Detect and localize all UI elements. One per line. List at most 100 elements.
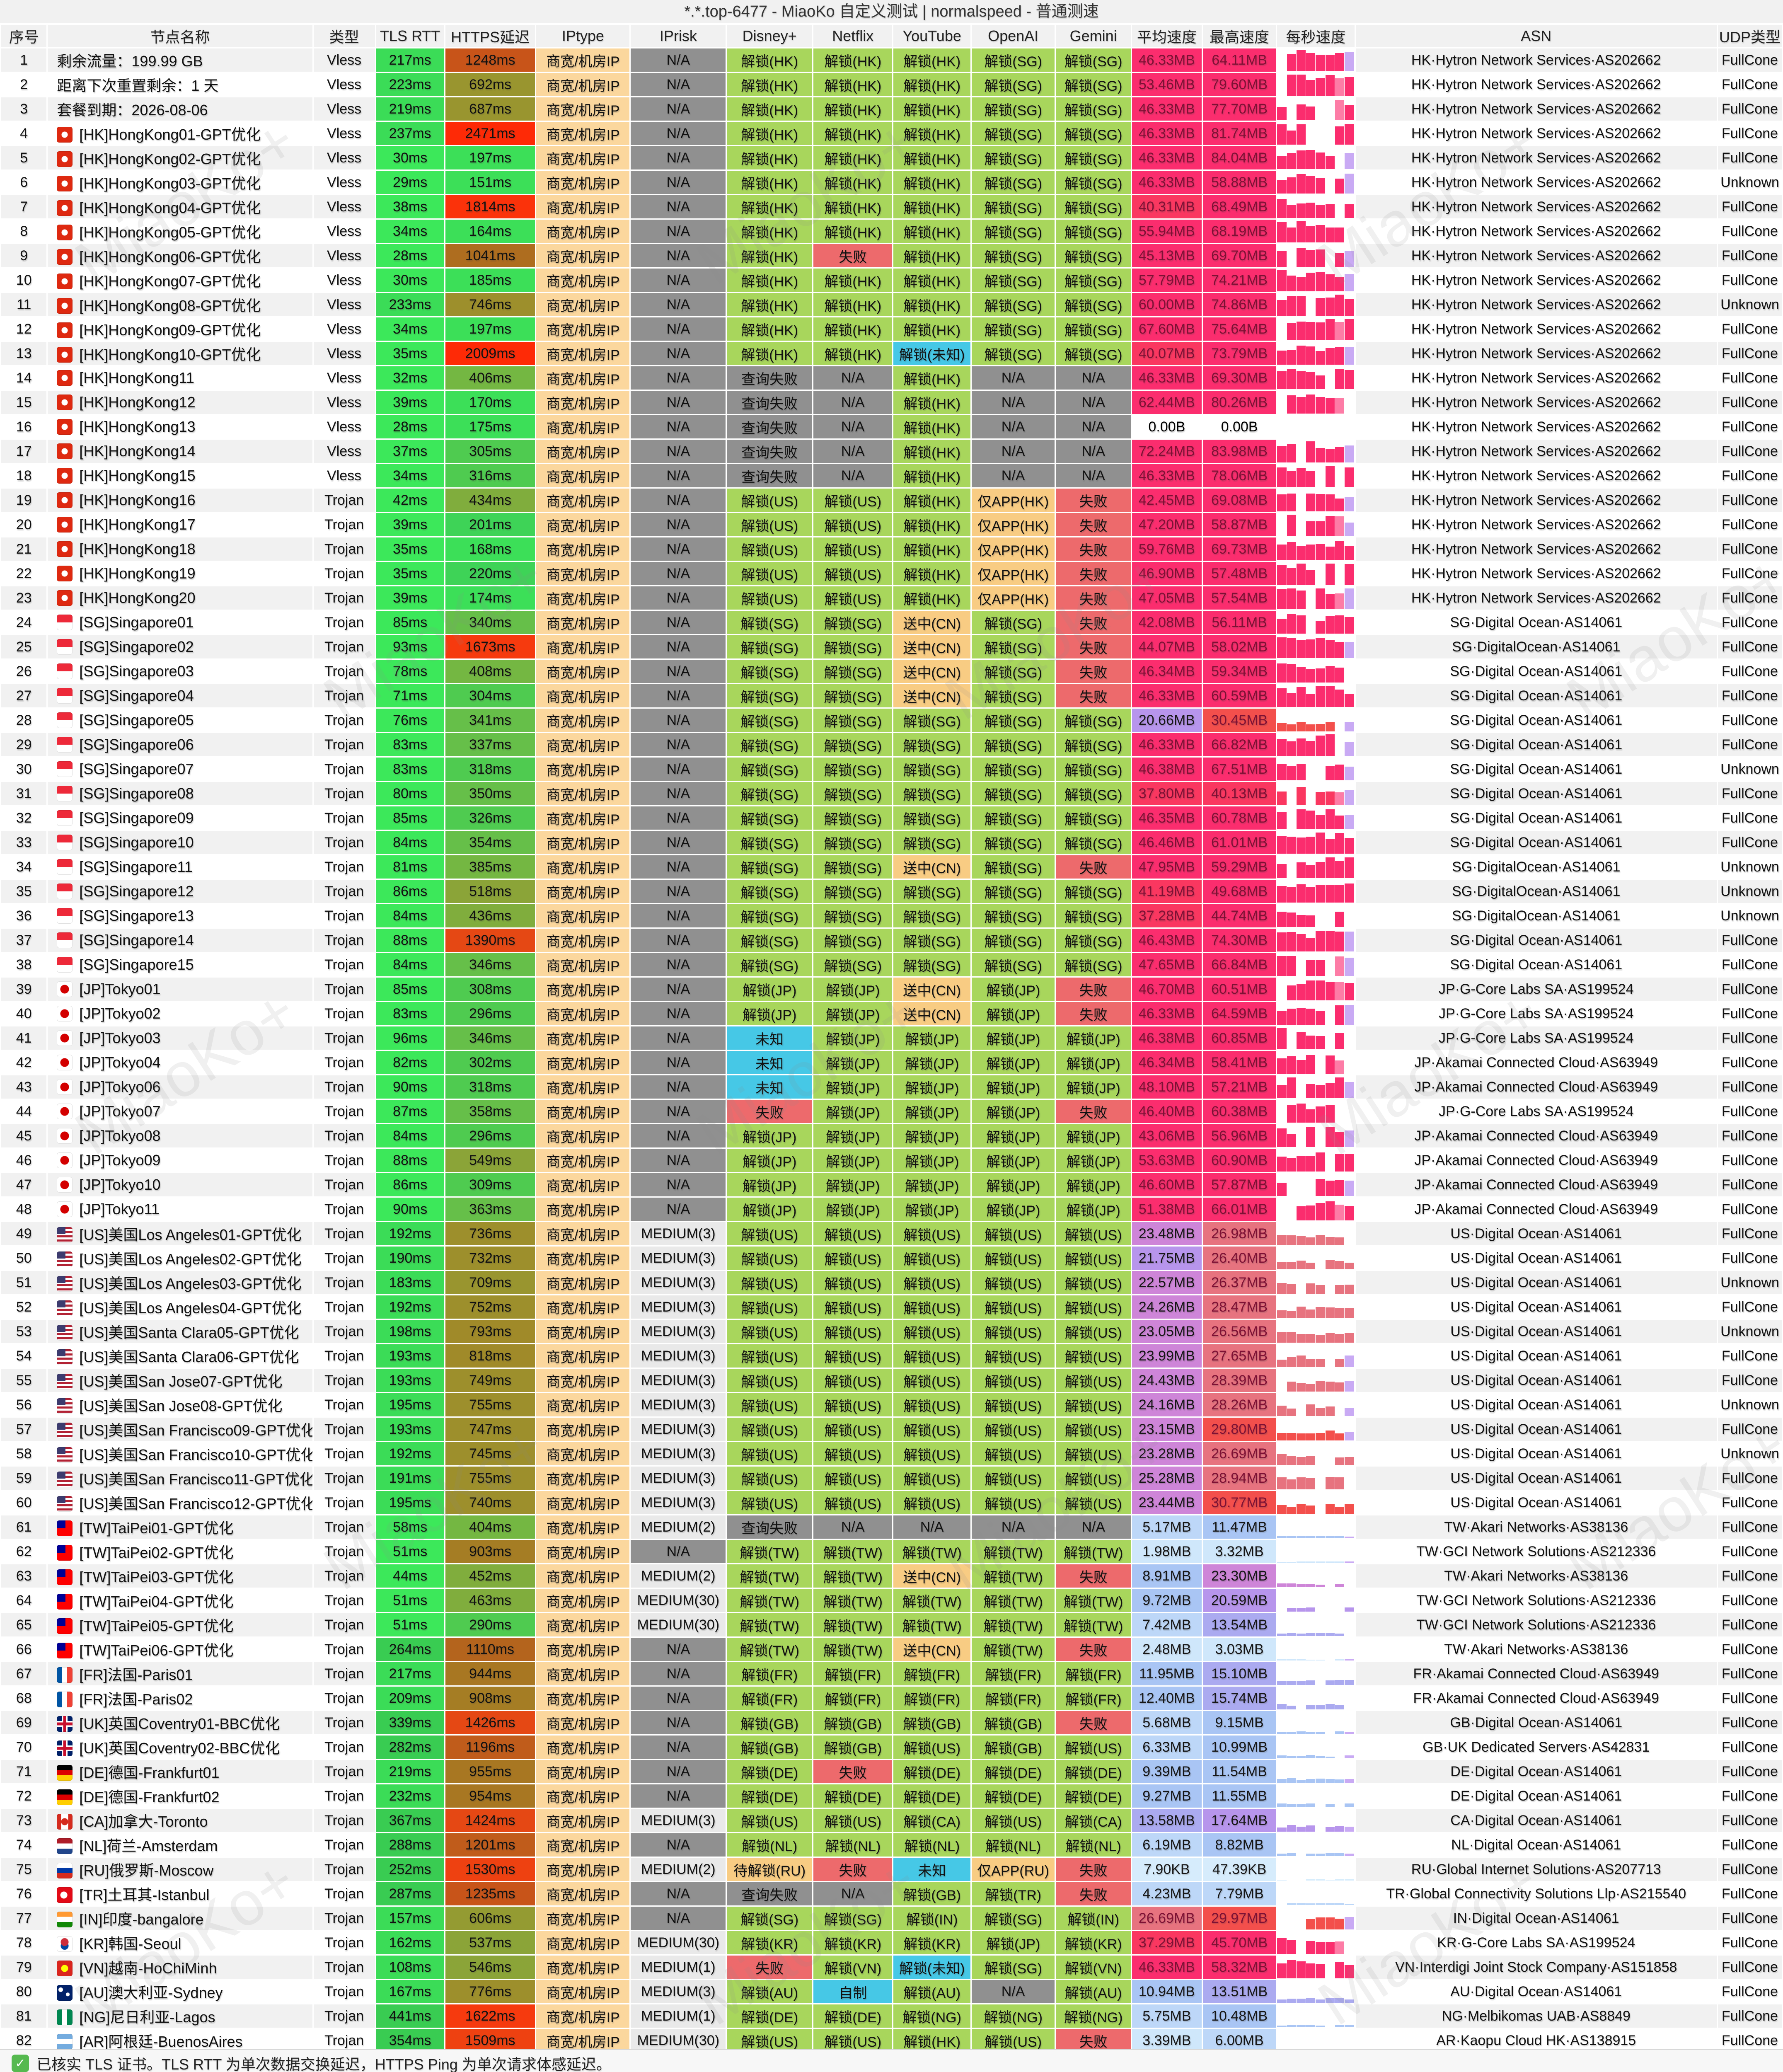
speed-sparkline [1277,880,1355,903]
hk-flag-icon [57,517,73,533]
node-name-text: [SG]Singapore06 [79,736,194,753]
node-name-text: [FR]法国-Paris01 [79,1666,193,1683]
tls-rtt: 82ms [376,1051,444,1074]
https-latency: 1424ms [445,1809,535,1832]
asn: AR·Kaopu Cloud HK·AS138915 [1355,2029,1717,2052]
node-type: Trojan [313,1980,375,2003]
gemini-status: N/A [1056,440,1131,463]
node-name-text: [HK]HongKong04-GPT优化 [79,199,261,216]
speed-sparkline [1277,464,1355,487]
udp-type: FullCone [1718,953,1782,976]
max-speed: 79.60MB [1202,73,1276,96]
openai-status: 解锁(US) [971,1222,1055,1245]
gemini-status: 解锁(JP) [1056,1026,1131,1050]
openai-status: 仅APP(HK) [971,562,1055,585]
disney-status: 解锁(US) [727,1369,812,1392]
per-second-speed-bars [1277,293,1354,316]
https-latency: 732ms [445,1247,535,1270]
tls-rtt: 84ms [376,831,444,854]
disney-status: 解锁(SG) [727,660,812,683]
ip-type: 商宽/机房IP [536,1491,630,1514]
tls-rtt: 30ms [376,269,444,292]
node-row: 11 [HK]HongKong08-GPT优化 Vless 233ms 746ms 商宽/… [1,293,1782,316]
asn: SG·Digital Ocean·AS14061 [1355,782,1717,805]
node-type: Vless [313,97,375,121]
udp-type: Unknown [1718,293,1782,316]
node-index: 3 [1,97,47,121]
https-latency: 1235ms [445,1882,535,1905]
disney-status: 查询失败 [727,366,812,390]
node-type: Trojan [313,1491,375,1514]
openai-status: 解锁(JP) [971,1931,1055,1954]
ip-type: 商宽/机房IP [536,1173,630,1196]
https-latency: 436ms [445,904,535,927]
node-row: 74 [NL]荷兰-Amsterdam Trojan 288ms 1201ms 商宽/机房… [1,1833,1782,1857]
node-type: Trojan [313,1687,375,1710]
asn: RU·Global Internet Solutions·AS207713 [1355,1858,1717,1881]
ip-risk: MEDIUM(3) [631,1980,726,2003]
openai-status: 解锁(FR) [971,1662,1055,1685]
max-speed: 10.99MB [1202,1736,1276,1759]
asn: SG·Digital Ocean·AS14061 [1355,660,1717,683]
gemini-status: 解锁(US) [1056,1295,1131,1319]
node-index: 77 [1,1907,47,1930]
max-speed: 7.79MB [1202,1882,1276,1905]
avg-speed: 23.48MB [1132,1222,1202,1245]
per-second-speed-bars [1277,1907,1354,1929]
netflix-status: 解锁(HK) [813,146,893,169]
us-flag-icon [57,1398,73,1414]
node-index: 62 [1,1540,47,1563]
node-name-text: [US]美国San Francisco12-GPT优化 [79,1495,312,1512]
openai-status: 解锁(SG) [971,855,1055,879]
ip-type: 商宽/机房IP [536,1760,630,1783]
node-name: [UK]英国Coventry01-BBC优化 [48,1711,312,1734]
per-second-speed-bars [1277,2005,1354,2027]
node-name: [IN]印度-bangalore [48,1907,312,1930]
openai-status: 解锁(US) [971,1809,1055,1832]
ip-type: 商宽/机房IP [536,1809,630,1832]
openai-status: 解锁(JP) [971,1075,1055,1099]
node-row: 66 [TW]TaiPei06-GPT优化 Trojan 264ms 1110ms 商宽/… [1,1638,1782,1661]
us-flag-icon [57,1227,73,1243]
tls-rtt: 192ms [376,1442,444,1465]
speed-sparkline [1277,1198,1355,1221]
node-name: [JP]Tokyo01 [48,978,312,1001]
tls-rtt: 217ms [376,1662,444,1685]
per-second-speed-bars [1277,905,1354,927]
sg-flag-icon [57,639,73,655]
https-latency: 463ms [445,1589,535,1612]
speed-sparkline [1277,1247,1355,1270]
gemini-status: 失败 [1056,635,1131,658]
speed-sparkline [1277,660,1355,683]
per-second-speed-bars [1277,367,1354,389]
ip-type: 商宽/机房IP [536,831,630,854]
youtube-status: 解锁(US) [893,1467,970,1490]
gemini-status: 解锁(SG) [1056,244,1131,267]
per-second-speed-bars [1277,1980,1354,2003]
tls-rtt: 193ms [376,1369,444,1392]
max-speed: 6.00MB [1202,2029,1276,2052]
node-type: Trojan [313,782,375,805]
node-name: [JP]Tokyo04 [48,1051,312,1074]
avg-speed: 72.24MB [1132,440,1202,463]
tls-rtt: 232ms [376,1784,444,1808]
node-name-text: [SG]Singapore04 [79,687,194,704]
node-name-text: [HK]HongKong11 [79,369,194,386]
udp-type: FullCone [1718,317,1782,341]
node-row: 82 [AR]阿根廷-BuenosAires Trojan 354ms 1509ms 商宽… [1,2029,1782,2052]
openai-status: 解锁(US) [971,1369,1055,1392]
youtube-status: 解锁(JP) [893,1198,970,1221]
max-speed: 15.10MB [1202,1662,1276,1685]
tls-rtt: 288ms [376,1833,444,1857]
asn: HK·Hytron Network Services·AS202662 [1355,489,1717,512]
https-latency: 1622ms [445,2004,535,2028]
node-name-text: [US]美国San Francisco09-GPT优化 [79,1422,312,1439]
node-name-text: [HK]HongKong19 [79,565,196,582]
avg-speed: 41.19MB [1132,880,1202,903]
avg-speed: 5.68MB [1132,1711,1202,1734]
ip-risk: MEDIUM(2) [631,1515,726,1539]
openai-status: 解锁(SG) [971,953,1055,976]
per-second-speed-bars [1277,1516,1354,1538]
jp-flag-icon [57,1177,73,1193]
tls-rtt: 96ms [376,1026,444,1050]
